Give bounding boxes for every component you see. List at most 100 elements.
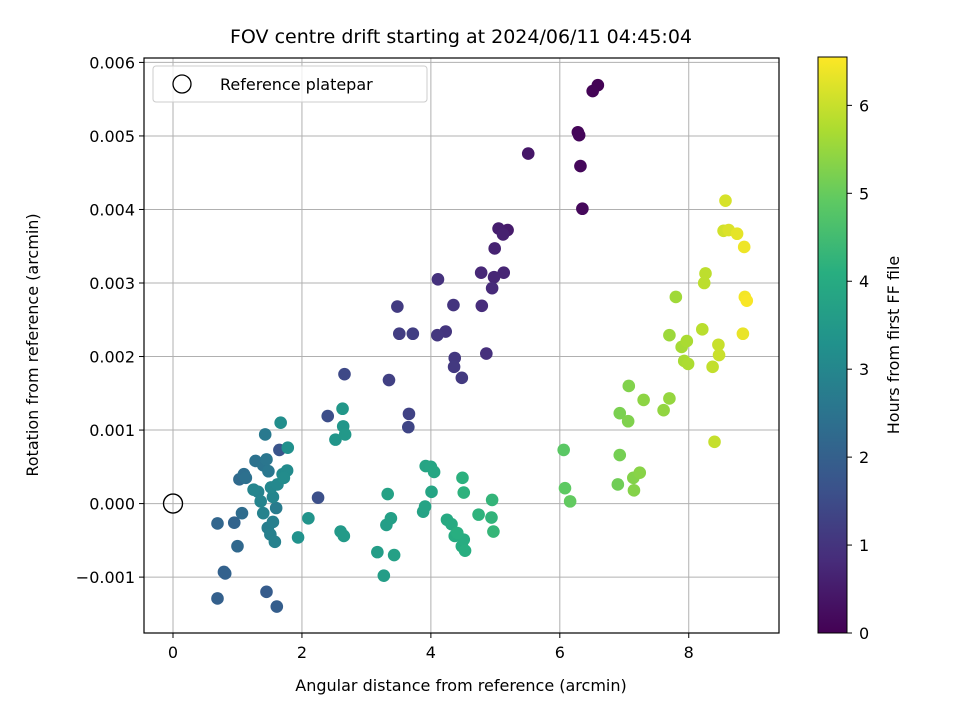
data-point [371, 545, 384, 559]
data-points [211, 78, 754, 613]
data-point [621, 414, 635, 428]
legend-box [152, 65, 428, 103]
data-point [402, 407, 416, 421]
grid-lines [144, 58, 779, 633]
data-point [572, 128, 586, 142]
y-tick-label: 0.003 [89, 274, 135, 293]
data-point [458, 544, 472, 557]
data-point [235, 506, 249, 520]
data-point [737, 240, 751, 254]
y-tick-label: 0.006 [89, 53, 135, 72]
colorbar-tick-label: 3 [859, 360, 869, 379]
data-point [277, 471, 291, 485]
data-point [712, 338, 725, 352]
data-point [431, 328, 444, 342]
data-point [311, 491, 325, 505]
data-point [258, 428, 272, 441]
colorbar-tick-label: 4 [859, 272, 869, 291]
data-point [706, 360, 719, 374]
data-point [270, 600, 284, 613]
y-tick-label: −0.001 [76, 568, 135, 587]
data-point [457, 486, 471, 499]
data-point [266, 490, 280, 504]
data-point [613, 406, 627, 420]
data-point [329, 433, 342, 446]
data-point [576, 202, 589, 216]
data-point [622, 379, 636, 393]
colorbar-tick-label: 0 [859, 624, 869, 643]
data-point [402, 420, 415, 434]
x-tick-label: 0 [168, 643, 178, 662]
data-point [557, 443, 570, 457]
data-point [719, 194, 732, 207]
chart-title: FOV centre drift starting at 2024/06/11 … [230, 26, 692, 48]
data-point [321, 409, 335, 423]
data-point [382, 373, 396, 387]
data-point [274, 416, 287, 430]
reference-marker-layer [162, 493, 184, 514]
data-point [485, 511, 498, 524]
data-point [262, 464, 275, 478]
data-point [425, 485, 438, 499]
data-point [712, 348, 726, 362]
data-point [681, 357, 695, 371]
data-point [211, 592, 224, 605]
data-point [260, 453, 273, 466]
data-point [256, 506, 270, 520]
data-point [406, 327, 420, 341]
colorbar: 0 1 2 3 4 5 6 Hours from first FF file [817, 56, 903, 643]
data-point [611, 478, 625, 491]
data-point [480, 347, 493, 360]
data-point [485, 281, 499, 295]
data-point [281, 441, 295, 455]
data-point [336, 402, 349, 416]
data-point [697, 276, 711, 290]
data-point [699, 267, 712, 280]
data-point [447, 298, 460, 312]
plot-frame [143, 57, 780, 634]
y-axis-title: Rotation from reference (arcmin) [23, 213, 42, 476]
data-point [231, 539, 244, 553]
data-point [496, 228, 510, 241]
x-tick-label: 2 [297, 643, 307, 662]
data-point [574, 159, 587, 173]
data-point [485, 493, 499, 507]
data-point [384, 511, 398, 525]
y-tick-label: 0.000 [89, 495, 135, 514]
data-point [418, 500, 432, 513]
x-tick-label: 6 [555, 643, 565, 662]
data-point [695, 323, 709, 336]
data-point [266, 515, 280, 529]
data-point [456, 471, 469, 485]
data-point [338, 367, 351, 381]
data-point [563, 495, 577, 508]
legend-label-reference: Reference platepar [220, 75, 373, 94]
reference-platepar-marker [162, 493, 184, 514]
data-point [497, 266, 511, 280]
data-point [708, 435, 721, 449]
legend-marker-reference [172, 74, 192, 94]
data-point [521, 147, 535, 160]
data-point [680, 334, 694, 348]
data-point [669, 290, 683, 304]
colorbar-ticks: 0 1 2 3 4 5 6 [847, 96, 869, 643]
y-tick-label: 0.002 [89, 348, 135, 367]
data-point [663, 392, 676, 405]
data-point [247, 483, 260, 496]
x-tick-label: 4 [426, 643, 436, 662]
y-axis-ticks: −0.001 0.000 0.001 0.002 0.003 0.004 0.005 0.00… [76, 53, 144, 587]
data-point [302, 511, 315, 525]
legend: Reference platepar [152, 65, 428, 103]
data-point [455, 371, 469, 385]
data-point [736, 327, 750, 341]
data-point [586, 84, 599, 98]
data-point [472, 508, 485, 521]
data-point [637, 393, 650, 407]
data-point [474, 266, 488, 280]
data-point [633, 466, 647, 480]
data-point [377, 569, 391, 582]
data-point [254, 495, 267, 508]
data-point [447, 360, 461, 374]
x-axis-ticks: 0 2 4 6 8 [168, 633, 694, 662]
